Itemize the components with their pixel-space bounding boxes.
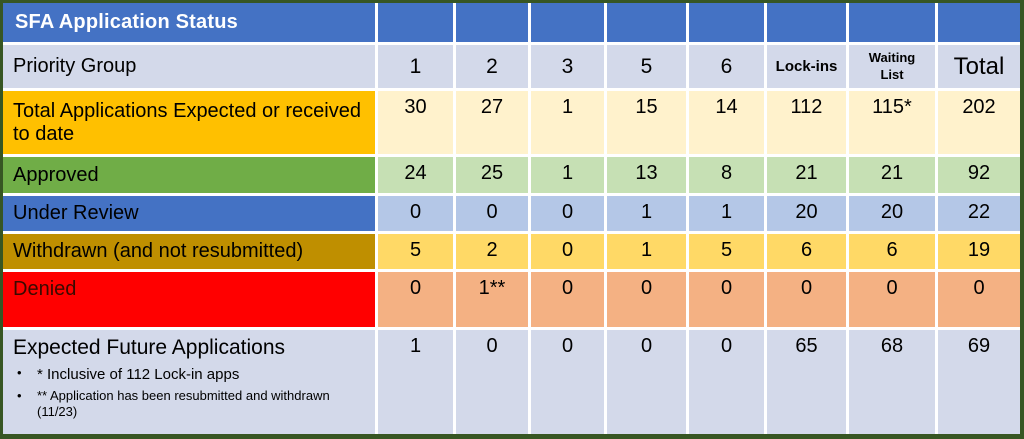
value-cell: 0 — [689, 330, 764, 434]
row-label-denied: Denied — [3, 272, 375, 327]
value-cell: 13 — [607, 157, 686, 193]
row-label-under-review: Under Review — [3, 196, 375, 231]
expected-future-title: Expected Future Applications — [13, 336, 285, 359]
header-spacer-cell — [531, 3, 604, 42]
column-header-waiting-list: Waiting List — [849, 45, 935, 88]
waiting-list-text: Waiting List — [868, 50, 916, 82]
value-cell: 27 — [456, 91, 528, 154]
footnote-resubmitted: ** Application has been resubmitted and … — [13, 388, 371, 422]
value-cell: 202 — [938, 91, 1020, 154]
column-header-lock-ins: Lock-ins — [767, 45, 846, 88]
value-cell: 92 — [938, 157, 1020, 193]
header-spacer-cell — [938, 3, 1020, 42]
value-cell: 2 — [456, 234, 528, 269]
row-label-approved: Approved — [3, 157, 375, 193]
value-cell: 5 — [378, 234, 453, 269]
value-cell: 15 — [607, 91, 686, 154]
table-title: SFA Application Status — [15, 11, 238, 33]
value-cell: 0 — [767, 272, 846, 327]
value-cell: 112 — [767, 91, 846, 154]
value-cell: 1 — [531, 91, 604, 154]
value-cell: 8 — [689, 157, 764, 193]
value-cell: 0 — [531, 234, 604, 269]
value-cell: 20 — [849, 196, 935, 231]
column-header-6: 6 — [689, 45, 764, 88]
header-spacer-cell — [767, 3, 846, 42]
value-cell: 0 — [378, 196, 453, 231]
value-cell: 24 — [378, 157, 453, 193]
value-cell: 69 — [938, 330, 1020, 434]
value-cell: 30 — [378, 91, 453, 154]
footnote-list: * Inclusive of 112 Lock-in apps ** Appli… — [13, 365, 371, 424]
value-cell: 0 — [456, 330, 528, 434]
value-cell: 65 — [767, 330, 846, 434]
value-cell: 19 — [938, 234, 1020, 269]
row-label-total-applications: Total Applications Expected or received … — [3, 91, 375, 154]
column-header-5: 5 — [607, 45, 686, 88]
table-title-cell: SFA Application Status — [3, 3, 375, 42]
value-cell: 0 — [689, 272, 764, 327]
value-cell: 0 — [607, 330, 686, 434]
value-cell: 20 — [767, 196, 846, 231]
value-cell: 1 — [531, 157, 604, 193]
value-cell: 6 — [767, 234, 846, 269]
value-cell: 0 — [531, 330, 604, 434]
value-cell: 1 — [689, 196, 764, 231]
header-spacer-cell — [849, 3, 935, 42]
header-spacer-cell — [378, 3, 453, 42]
value-cell: 22 — [938, 196, 1020, 231]
value-cell: 1 — [607, 196, 686, 231]
value-cell: 6 — [849, 234, 935, 269]
footnote-lock-in: * Inclusive of 112 Lock-in apps — [13, 365, 371, 385]
column-header-3: 3 — [531, 45, 604, 88]
value-cell: 0 — [456, 196, 528, 231]
value-cell: 0 — [378, 272, 453, 327]
value-cell: 1** — [456, 272, 528, 327]
value-cell: 1 — [378, 330, 453, 434]
value-cell: 25 — [456, 157, 528, 193]
column-header-1: 1 — [378, 45, 453, 88]
value-cell: 0 — [531, 196, 604, 231]
value-cell: 21 — [849, 157, 935, 193]
value-cell: 0 — [849, 272, 935, 327]
header-spacer-cell — [607, 3, 686, 42]
table-grid: SFA Application Status Priority Group 1 … — [3, 3, 1020, 434]
value-cell: 0 — [607, 272, 686, 327]
header-spacer-cell — [689, 3, 764, 42]
value-cell: 1 — [607, 234, 686, 269]
value-cell: 14 — [689, 91, 764, 154]
header-spacer-cell — [456, 3, 528, 42]
priority-group-label: Priority Group — [3, 45, 375, 88]
value-cell: 0 — [531, 272, 604, 327]
row-label-withdrawn: Withdrawn (and not resubmitted) — [3, 234, 375, 269]
column-header-total: Total — [938, 45, 1020, 88]
value-cell: 68 — [849, 330, 935, 434]
value-cell: 115* — [849, 91, 935, 154]
value-cell: 0 — [938, 272, 1020, 327]
row-label-expected-future: Expected Future Applications * Inclusive… — [3, 330, 375, 434]
value-cell: 5 — [689, 234, 764, 269]
value-cell: 21 — [767, 157, 846, 193]
column-header-2: 2 — [456, 45, 528, 88]
